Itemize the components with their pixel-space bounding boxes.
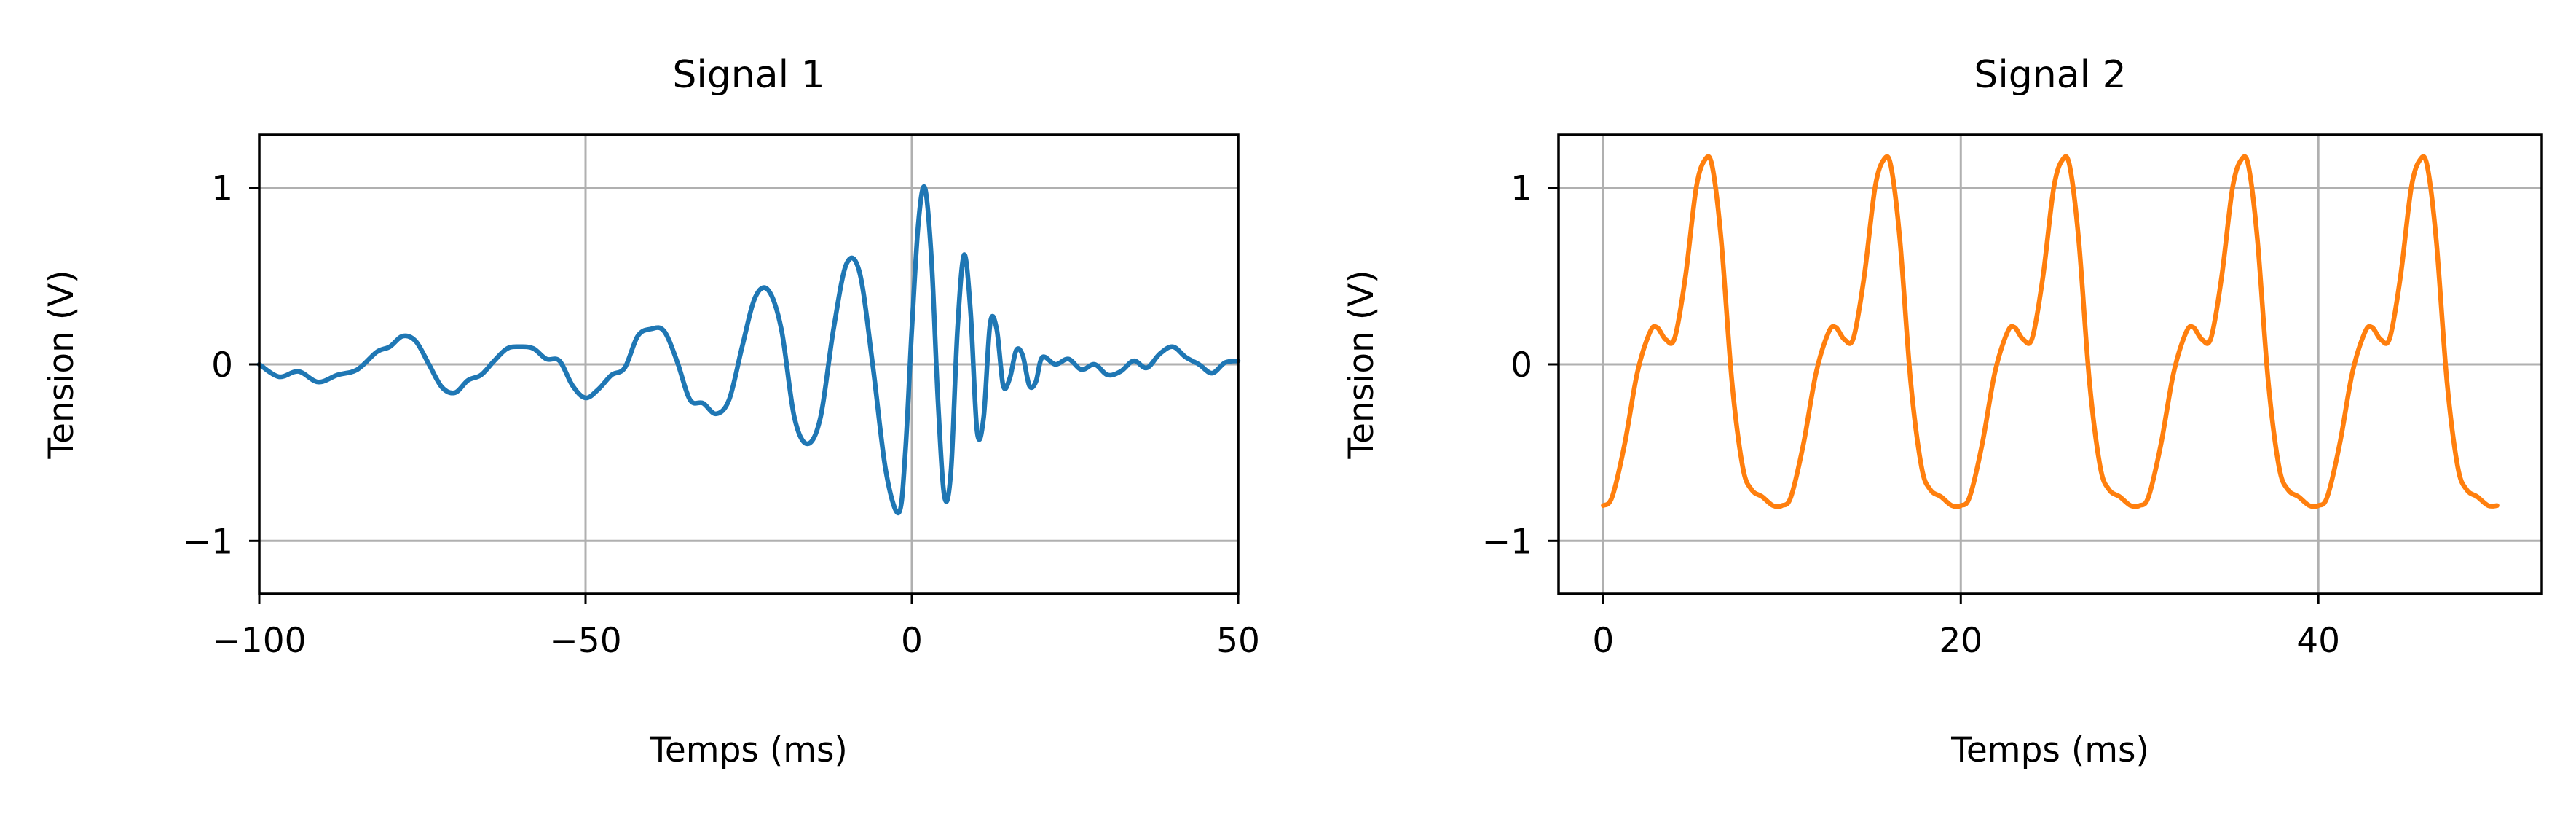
y-tick-label: −1 — [183, 522, 233, 562]
x-axis-label: Temps (ms) — [649, 730, 848, 770]
y-tick-label: 1 — [211, 169, 233, 209]
y-tick-label: −1 — [1482, 522, 1532, 562]
x-tick-label: 0 — [1592, 621, 1614, 661]
signal-2-panel: 0 20 40 1 0 −1 Signal 2 Temps (ms) Tension (V) — [1342, 53, 2543, 770]
y-tick-label: 0 — [1510, 345, 1532, 385]
x-tick-label: 0 — [901, 621, 923, 661]
y-axis-label: Tension (V) — [42, 270, 82, 459]
signal-1-panel: −100 −50 0 50 1 0 −1 Signal 1 Temps (ms) Tension … — [42, 53, 1260, 770]
x-tick-label: 20 — [1939, 621, 1982, 661]
x-tick-label: 40 — [2296, 621, 2340, 661]
chart-title: Signal 2 — [1974, 53, 2126, 97]
x-tick-label: −100 — [212, 621, 306, 661]
y-tick-label: 0 — [211, 345, 233, 385]
y-axis-label: Tension (V) — [1342, 270, 1382, 459]
y-tick-label: 1 — [1510, 169, 1532, 209]
series-line-2 — [1601, 154, 2500, 509]
x-tick-label: 50 — [1216, 621, 1260, 661]
x-tick-label: −50 — [549, 621, 621, 661]
chart-title: Signal 1 — [672, 53, 824, 97]
x-axis-label: Temps (ms) — [1950, 730, 2149, 770]
series-line-1 — [256, 184, 1241, 515]
